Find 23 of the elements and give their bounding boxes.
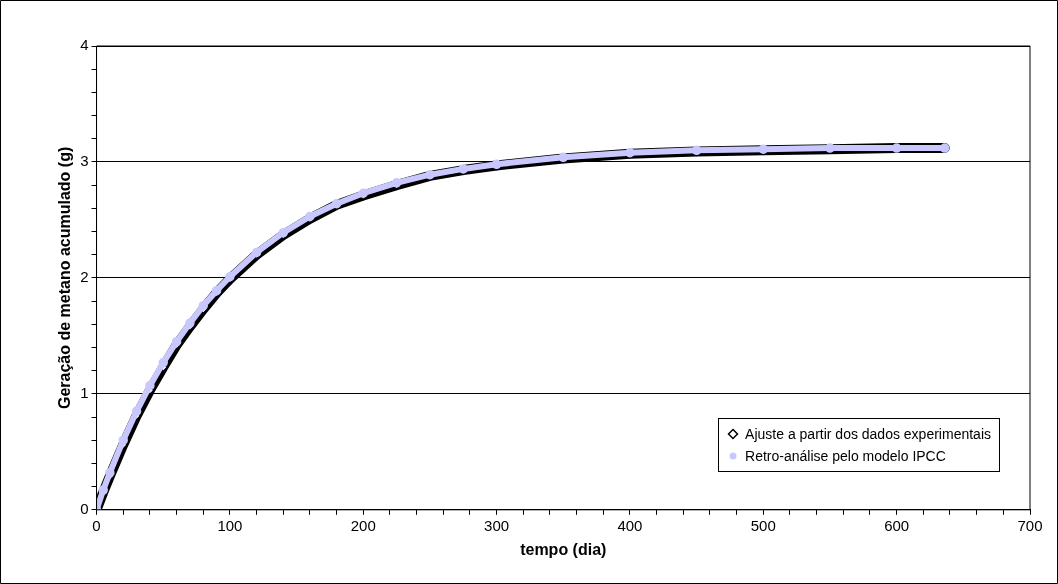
- y-tick-label: 2: [80, 268, 89, 286]
- point: [145, 380, 155, 391]
- point: [118, 435, 128, 445]
- x-tick-label: 500: [750, 516, 776, 534]
- x-tick-label: 0: [92, 516, 101, 534]
- point: [198, 300, 208, 311]
- y-axis-title: Geração de metano acumulado (g): [56, 146, 74, 410]
- x-tick-label: 400: [617, 516, 643, 534]
- x-axis-title: tempo (dia): [520, 540, 607, 558]
- x-tick-label: 300: [484, 516, 510, 534]
- x-tick-label: 600: [884, 516, 910, 534]
- y-tick-label: 1: [80, 383, 89, 401]
- legend-label: Ajuste a partir dos dados experimentais: [745, 426, 991, 442]
- y-tick-label: 3: [80, 152, 89, 170]
- y-tick-label: 0: [80, 499, 89, 517]
- point: [105, 467, 115, 478]
- point: [158, 357, 168, 368]
- legend-label: Retro-análise pelo modelo IPCC: [745, 448, 946, 464]
- x-tick-label: 700: [1017, 516, 1043, 534]
- point: [131, 406, 142, 416]
- x-tick-label: 200: [350, 516, 376, 534]
- y-tick-label: 4: [80, 36, 89, 54]
- x-tick-label: 100: [217, 516, 243, 534]
